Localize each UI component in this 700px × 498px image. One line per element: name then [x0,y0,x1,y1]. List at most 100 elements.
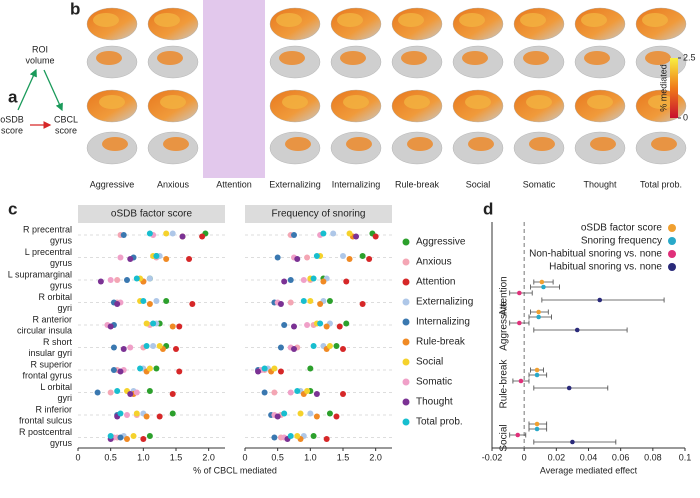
x-tick-label: 2.0 [202,452,215,462]
dot [346,230,353,237]
legend-swatch [668,263,676,271]
legend-swatch [402,398,410,406]
column-label: Social [466,179,491,189]
legend-label: Rule-break [416,337,466,348]
dot [94,389,101,396]
dot [110,344,117,351]
dot [199,233,206,240]
dot [291,346,297,352]
brain-region [163,137,189,151]
legend-label: Habitual snoring vs. none [549,262,662,273]
dot [310,275,317,282]
dot [271,389,278,396]
dot [291,232,297,238]
legend-swatch [402,258,410,266]
point [541,284,546,290]
row-label: gyrus [50,280,73,290]
group-label: Aggressive [499,301,510,351]
x-tick-label: 1.5 [170,452,183,462]
row-label: gyrus [50,438,73,448]
legend-label: Snoring frequency [581,236,662,247]
dot [124,277,130,283]
brain-region [520,13,546,27]
dot [133,275,140,282]
dot [133,410,140,417]
legend-label: Internalizing [416,317,470,328]
dot [124,412,130,418]
dot [271,365,278,372]
dot [153,365,160,372]
dot [114,277,121,283]
brain-region [343,95,369,109]
dot [294,433,301,439]
dot [291,323,297,330]
dot [326,343,333,349]
dot [346,256,353,262]
point [518,378,524,384]
column-label: Externalizing [269,179,321,189]
x-tick-label: 0.06 [612,452,630,462]
brain-region [651,137,677,151]
brain-region [154,13,180,27]
brain-region [645,51,671,65]
dot [281,410,288,417]
point [570,439,575,445]
x-tick-label: -0.02 [482,452,503,462]
colorbar-tick-label: 2.5 [683,52,696,62]
brain-grid [86,7,687,165]
dot [287,277,294,283]
dot [294,388,301,394]
dot [146,301,153,307]
point [539,279,545,285]
arrow [17,68,37,111]
dot [143,320,150,327]
legend-label: Non-habitual snoring vs. none [529,249,662,260]
row-label: frontal gyrus [22,370,72,380]
x-tick-label: 2.0 [369,452,382,462]
brain-region [99,95,125,109]
row-label: gyrus [50,235,73,245]
dot [137,365,144,372]
dot [156,413,163,420]
dot [146,275,153,282]
node-label: oSDB [0,114,24,124]
column-label: Attention [216,179,252,189]
dot [163,256,170,262]
dot [277,344,284,351]
dot [343,320,350,327]
dot [340,391,346,397]
row-label: R precentral [23,224,72,234]
brain-region [346,137,372,151]
dot [294,256,301,262]
dot [107,389,114,396]
brain-region [157,51,183,65]
legend-swatch [402,238,410,246]
group-label: Social [499,424,510,451]
legend-swatch [402,298,410,306]
column-label: Rule-break [395,179,440,189]
legend-swatch [668,237,676,245]
brain-region [398,13,424,27]
legend-label: Attention [416,277,455,288]
dot [359,301,366,307]
dot [274,254,281,261]
x-tick-label: 1.5 [337,452,350,462]
brain-region [590,137,616,151]
dot [150,320,157,327]
dot [153,298,160,304]
legend-swatch [402,378,410,386]
x-tick-label: 0.1 [679,452,692,462]
dot [333,413,340,420]
dot [313,413,320,420]
dot [146,433,153,439]
point [536,314,541,320]
dot [281,322,288,328]
legend-label: Total prob. [416,417,463,428]
x-tick-label: 0.5 [271,452,284,462]
point [536,309,541,315]
brain-region [648,95,674,109]
brain-region [96,51,122,65]
dot [326,410,333,417]
column-label: Total prob. [640,179,682,189]
